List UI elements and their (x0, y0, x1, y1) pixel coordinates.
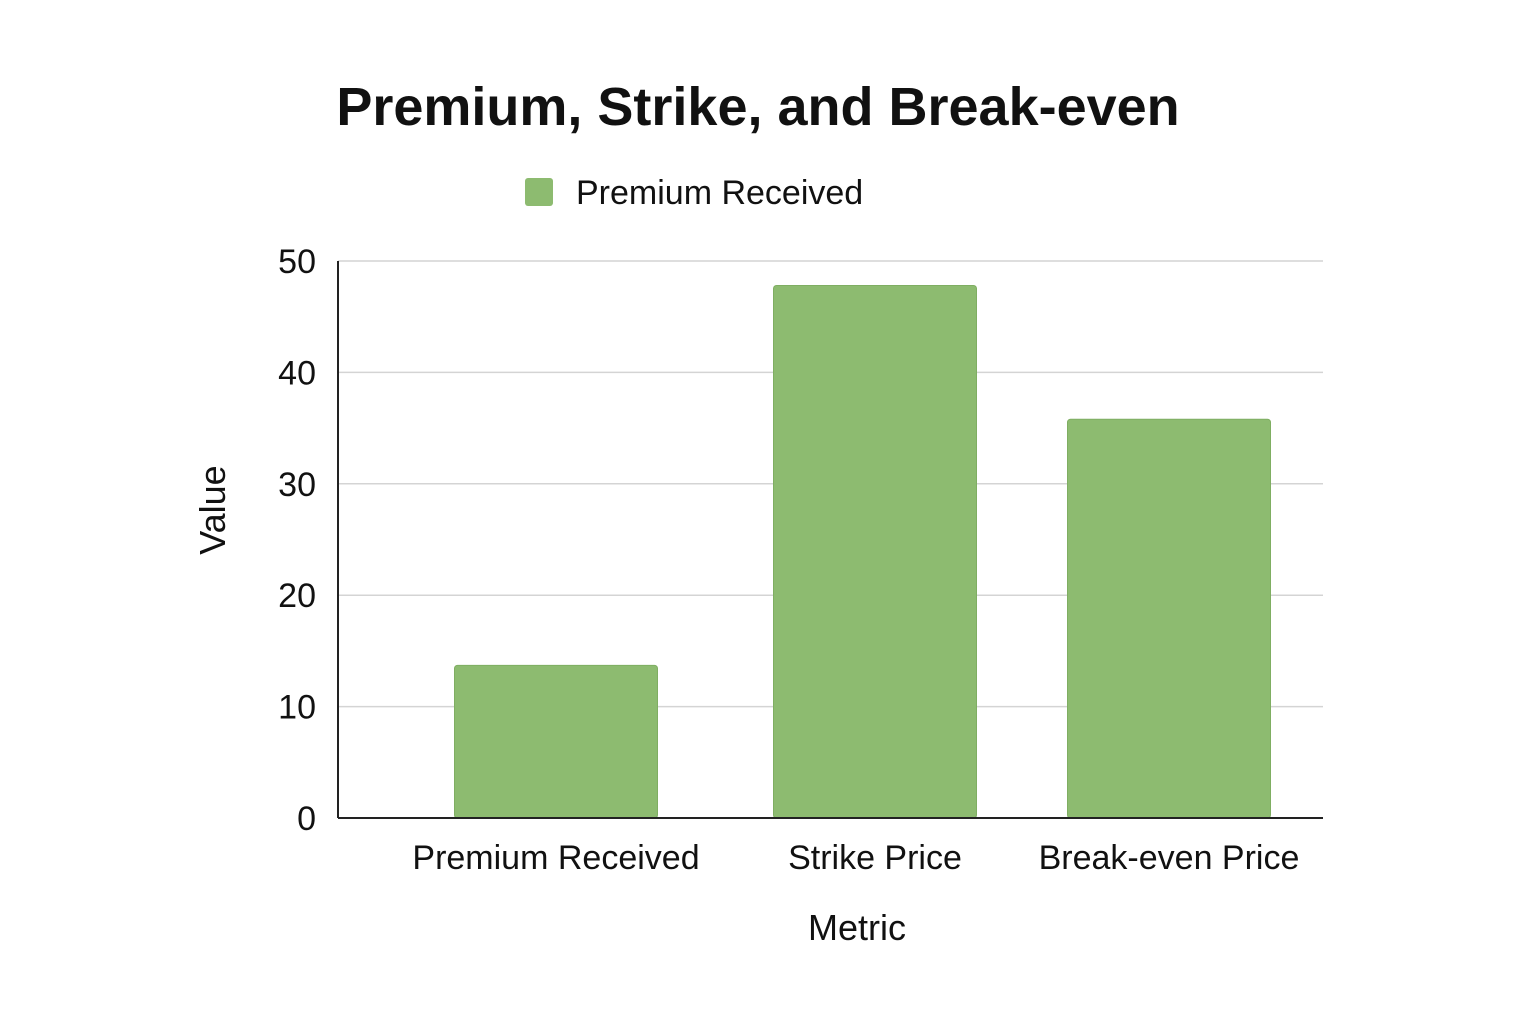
y-tick-label: 0 (297, 800, 316, 838)
x-category-label: Premium Received (412, 839, 699, 877)
x-category-label: Break-even Price (1039, 839, 1300, 877)
bar-break-even-price (1067, 418, 1271, 819)
x-category-labels: Premium Received Strike Price Break-even P… (412, 839, 1299, 877)
bars (454, 285, 1271, 819)
bar-strike-price (773, 285, 977, 819)
x-category-label: Strike Price (788, 839, 962, 877)
y-tick-label: 10 (278, 689, 316, 727)
bar-premium-received (454, 664, 658, 819)
y-tick-label: 30 (278, 466, 316, 504)
y-axis-title: Value (192, 465, 233, 554)
legend-swatch (525, 178, 553, 206)
legend: Premium Received (525, 174, 863, 212)
chart-title: Premium, Strike, and Break-even (336, 77, 1179, 137)
legend-label: Premium Received (576, 174, 863, 212)
y-tick-label: 40 (278, 354, 316, 392)
x-axis-title: Metric (808, 907, 906, 948)
y-tick-label: 50 (278, 243, 316, 281)
y-tick-labels: 0 10 20 30 40 50 (278, 243, 316, 838)
axes (337, 261, 1323, 819)
y-tick-label: 20 (278, 577, 316, 615)
